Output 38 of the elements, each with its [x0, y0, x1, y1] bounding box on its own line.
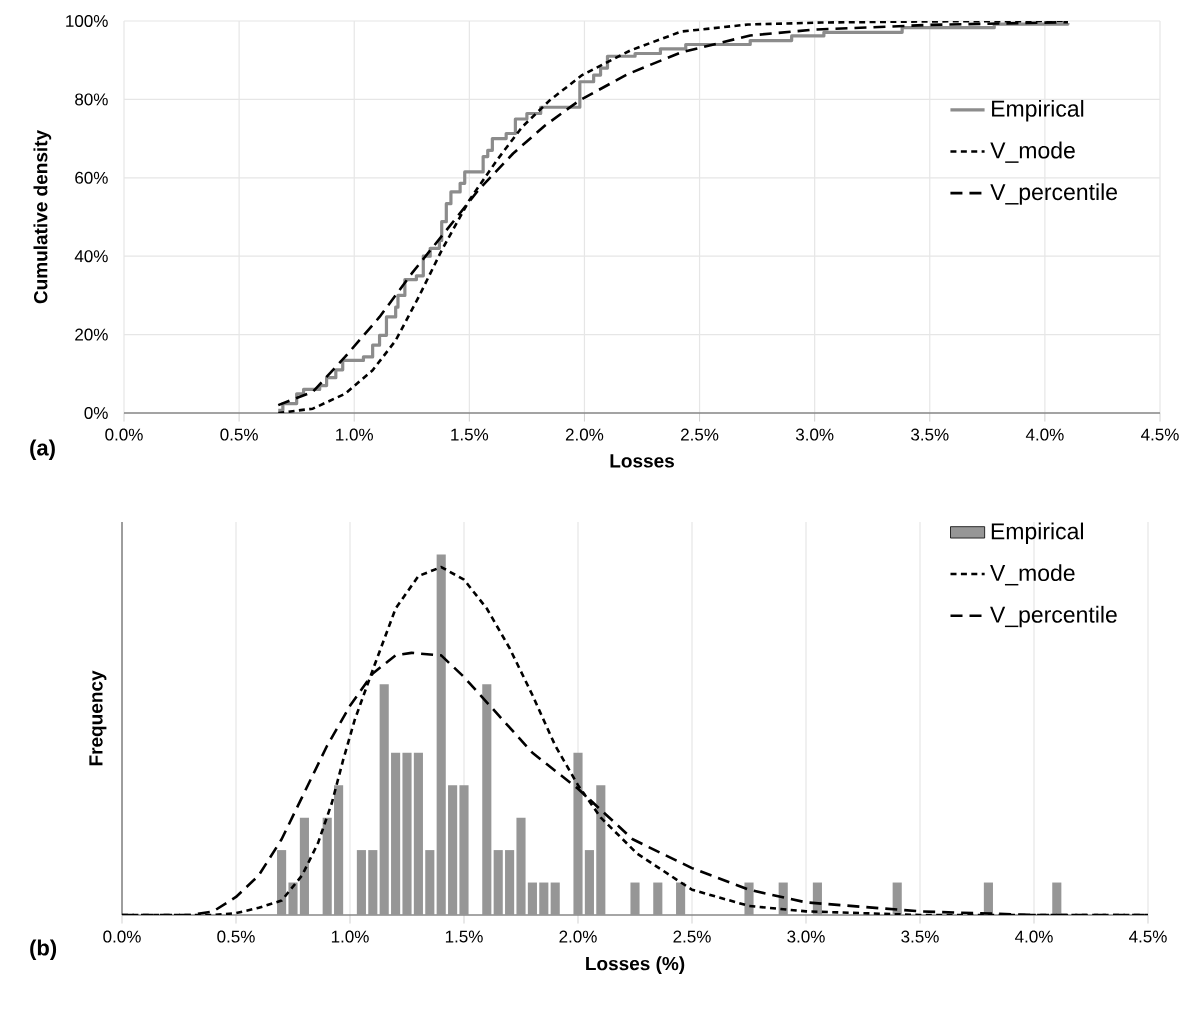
x-tick-label: 3.5%: [901, 930, 939, 943]
x-tick-label: 0.0%: [103, 930, 141, 943]
x-axis-title: Losses (%): [586, 956, 685, 975]
x-tick-label: 1.5%: [451, 428, 489, 441]
legend-label: V_percentile: [990, 183, 1117, 205]
y-tick-label: 60%: [75, 171, 108, 184]
y-axis-title: Cumulative density: [33, 129, 52, 304]
x-tick-label: 0.5%: [220, 428, 258, 441]
y-tick-label: 100%: [66, 14, 108, 27]
x-tick-label: 1.0%: [336, 428, 373, 441]
legend-label: Empirical: [992, 99, 1084, 122]
legend-label: V_mode: [990, 564, 1075, 586]
x-tick-label: 3.5%: [911, 428, 949, 441]
x-tick-label: 2.0%: [559, 930, 597, 943]
legend-label: V_mode: [990, 141, 1075, 163]
x-tick-label: 4.0%: [1015, 930, 1053, 943]
text: (b): [30, 939, 57, 960]
legend-label: Empirical: [991, 522, 1083, 544]
x-tick-label: 1.5%: [445, 930, 483, 943]
y-tick-label: 80%: [75, 93, 108, 106]
y-tick-label: 40%: [74, 250, 108, 263]
x-tick-label: 3.0%: [795, 428, 834, 441]
y-tick-label: 0%: [84, 406, 108, 419]
y-axis-title: Frequency: [89, 670, 107, 766]
x-tick-label: 1.0%: [331, 930, 369, 943]
x-tick-label: 2.0%: [565, 428, 604, 441]
x-axis-title: Losses: [610, 454, 674, 468]
legend-label: V_percentile: [990, 605, 1117, 628]
x-tick-label: 0.5%: [217, 930, 255, 943]
y-tick-label: 20%: [75, 328, 108, 341]
x-tick-label: 2.5%: [681, 428, 719, 441]
x-tick-label: 3.0%: [787, 930, 825, 943]
x-tick-label: 4.5%: [1141, 428, 1179, 441]
x-tick-label: 0.0%: [105, 428, 143, 441]
x-tick-label: 2.5%: [673, 930, 711, 943]
x-tick-label: 4.5%: [1129, 930, 1167, 943]
x-tick-label: 4.0%: [1025, 428, 1064, 441]
text: (a): [30, 439, 55, 460]
